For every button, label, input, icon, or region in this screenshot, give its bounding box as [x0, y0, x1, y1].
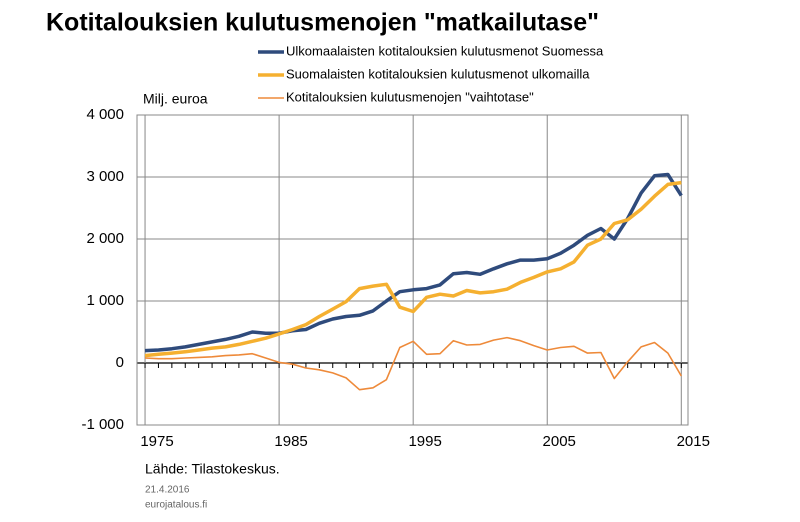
y-axis-label: Milj. euroa: [143, 91, 208, 107]
chart-title: Kotitalouksien kulutusmenojen "matkailut…: [46, 9, 599, 37]
x-tick-label: 1985: [274, 433, 307, 450]
x-tick-label: 2005: [543, 433, 576, 450]
x-tick-label: 1975: [140, 433, 173, 450]
legend-label: Ulkomaalaisten kotitalouksien kulutusmen…: [286, 43, 604, 58]
y-tick-label: 2 000: [86, 230, 124, 247]
site: eurojatalous.fi: [145, 500, 207, 511]
source: Lähde: Tilastokeskus.: [145, 461, 280, 477]
series-line: [144, 172, 683, 353]
series-line: [144, 336, 682, 391]
x-tick-label: 2015: [677, 433, 710, 450]
x-tick-label: 1995: [408, 433, 441, 450]
y-tick-label: 1 000: [86, 292, 124, 309]
legend-label: Suomalaisten kotitalouksien kulutusmenot…: [286, 66, 590, 81]
y-tick-label: 3 000: [86, 168, 124, 185]
legend-label: Kotitalouksien kulutusmenojen "vaihtotas…: [286, 89, 534, 104]
y-tick-label: -1 000: [81, 416, 124, 433]
series-line: [144, 180, 682, 358]
date: 21.4.2016: [145, 485, 190, 496]
plot-border: [136, 114, 689, 426]
y-tick-label: 4 000: [86, 106, 124, 123]
y-tick-label: 0: [116, 354, 124, 371]
